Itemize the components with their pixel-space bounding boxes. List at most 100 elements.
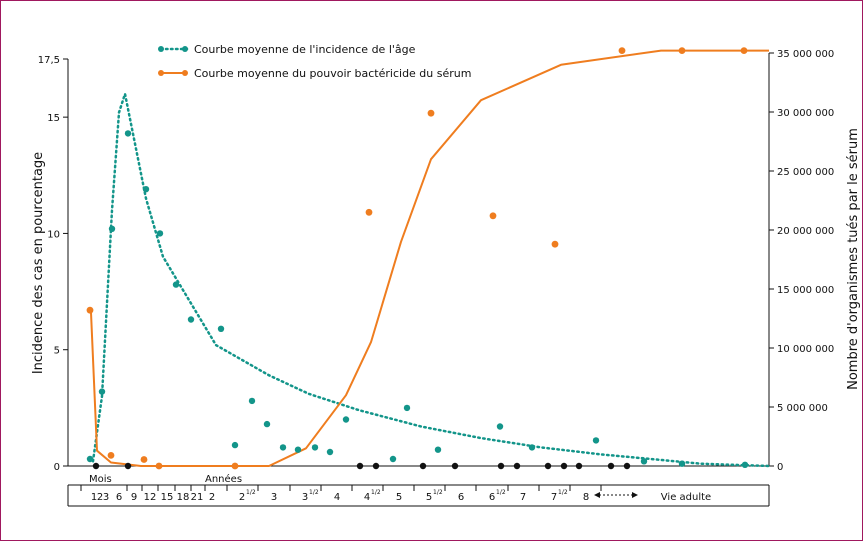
x-tick-sup: 1/2 <box>246 489 256 496</box>
right-tick-label: 5 000 000 <box>777 403 828 414</box>
right-tick-group: 0 5 000 000 10 000 000 15 000 000 20 000 000… <box>769 49 834 473</box>
x-tick-label: 2 <box>209 492 215 503</box>
zero-marker-point <box>419 462 427 470</box>
x-tick-label: 9 <box>131 492 137 503</box>
left-tick-label-top: 17,5 <box>38 55 60 66</box>
right-tick-label: 15 000 000 <box>777 285 834 296</box>
right-axis-title: Nombre d'organismes tués par le sérum <box>846 128 861 390</box>
curves-group <box>90 49 771 468</box>
serum-point <box>427 109 435 117</box>
adult-arrow-head-left <box>594 492 600 498</box>
zero-marker-point <box>575 462 583 470</box>
x-tick-label: 6 <box>458 492 464 503</box>
x-tick-label: 4 <box>334 492 340 503</box>
x-tick-label: 21 <box>191 492 204 503</box>
zero-marker-point <box>560 462 568 470</box>
serum-bactericidal-curve <box>90 49 769 467</box>
x-tick-label: 4 <box>364 492 370 503</box>
legend: Courbe moyenne de l'incidence de l'âge C… <box>158 43 471 80</box>
x-tick-label: 5 <box>396 492 402 503</box>
right-tick-label: 25 000 000 <box>777 167 834 178</box>
x-tick-label: 3 <box>271 492 277 503</box>
left-tick-group: 0 5 10 15 17,5 <box>38 55 68 473</box>
left-tick-label: 15 <box>47 113 60 124</box>
x-tick-label: 2 <box>97 492 103 503</box>
right-tick-label: 20 000 000 <box>777 226 834 237</box>
age-incidence-point <box>98 388 106 395</box>
right-tick-label: 0 <box>777 462 783 473</box>
left-axis-title: Incidence des cas en pourcentage <box>31 152 46 374</box>
adult-arrow <box>594 492 638 498</box>
age-incidence-point <box>217 325 225 332</box>
x-tick-label: 18 <box>177 492 190 503</box>
age-incidence-curve <box>91 92 771 468</box>
age-incidence-point <box>496 423 504 430</box>
age-incidence-point <box>389 455 397 463</box>
age-incidence-point <box>294 446 302 453</box>
age-incidence-point <box>263 420 271 428</box>
x-tick-label: Vie adulte <box>661 492 711 503</box>
serum-point <box>740 47 748 54</box>
x-tick-group: 1 2 3 6 9 12 15 18 21 2 2 1/2 3 3 1/2 4 4 1/2 5 5 1/2 6 6 1/2 7 7… <box>80 485 711 503</box>
zero-marker-point <box>356 462 364 470</box>
zero-marker-point <box>372 462 380 470</box>
legend-label-age: Courbe moyenne de l'incidence de l'âge <box>194 43 416 56</box>
age-incidence-point <box>326 448 334 456</box>
age-incidence-point <box>342 416 350 423</box>
serum-point <box>231 462 239 470</box>
points-group <box>86 47 749 470</box>
x-section-label-mois: Mois <box>89 474 112 485</box>
age-incidence-point <box>172 281 180 288</box>
x-tick-label: 1 <box>91 492 97 503</box>
age-incidence-point <box>124 130 132 137</box>
legend-label-serum: Courbe moyenne du pouvoir bactéricide du… <box>194 67 471 80</box>
x-tick-label: 7 <box>520 492 526 503</box>
age-incidence-point <box>311 444 319 451</box>
x-tick-label: 3 <box>302 492 308 503</box>
zero-marker-point <box>513 462 521 470</box>
x-tick-sup: 1/2 <box>496 489 506 496</box>
serum-point <box>678 47 686 54</box>
age-incidence-point <box>528 444 536 451</box>
x-tick-label: 7 <box>551 492 557 503</box>
age-incidence-point <box>248 397 256 405</box>
x-section-label-annees: Années <box>205 473 242 485</box>
serum-point <box>140 456 148 463</box>
serum-point <box>86 306 94 314</box>
serum-point <box>365 208 373 216</box>
legend-swatch-age-dot2 <box>182 46 188 52</box>
left-tick-label: 0 <box>54 462 60 473</box>
serum-point <box>107 452 115 459</box>
x-tick-label: 12 <box>144 492 157 503</box>
zero-marker-point <box>623 462 631 470</box>
left-tick-label: 10 <box>47 229 60 240</box>
x-tick-label: 3 <box>103 492 109 503</box>
x-tick-sup: 1/2 <box>433 489 443 496</box>
right-tick-label: 10 000 000 <box>777 344 834 355</box>
adult-arrow-head-right <box>632 492 638 498</box>
age-incidence-point <box>231 441 239 449</box>
zero-marker-point <box>124 462 132 470</box>
x-tick-label: 8 <box>583 492 589 503</box>
serum-point <box>551 240 559 248</box>
left-tick-label: 5 <box>54 346 60 357</box>
age-incidence-point <box>86 455 94 463</box>
serum-point <box>155 462 163 470</box>
age-incidence-point <box>434 446 442 453</box>
legend-swatch-age-dot <box>158 46 164 52</box>
serum-point <box>618 47 626 54</box>
x-tick-label: 5 <box>426 492 432 503</box>
age-incidence-point <box>279 444 287 451</box>
age-incidence-point <box>108 225 116 232</box>
age-incidence-point <box>678 460 686 467</box>
x-tick-label: 15 <box>161 492 174 503</box>
x-tick-sup: 1/2 <box>309 489 319 496</box>
age-incidence-point <box>592 437 600 444</box>
age-incidence-point <box>403 404 411 412</box>
x-tick-label: 6 <box>116 492 122 503</box>
serum-point <box>489 212 497 220</box>
age-incidence-point <box>741 461 749 468</box>
x-tick-label: 2 <box>239 492 245 503</box>
